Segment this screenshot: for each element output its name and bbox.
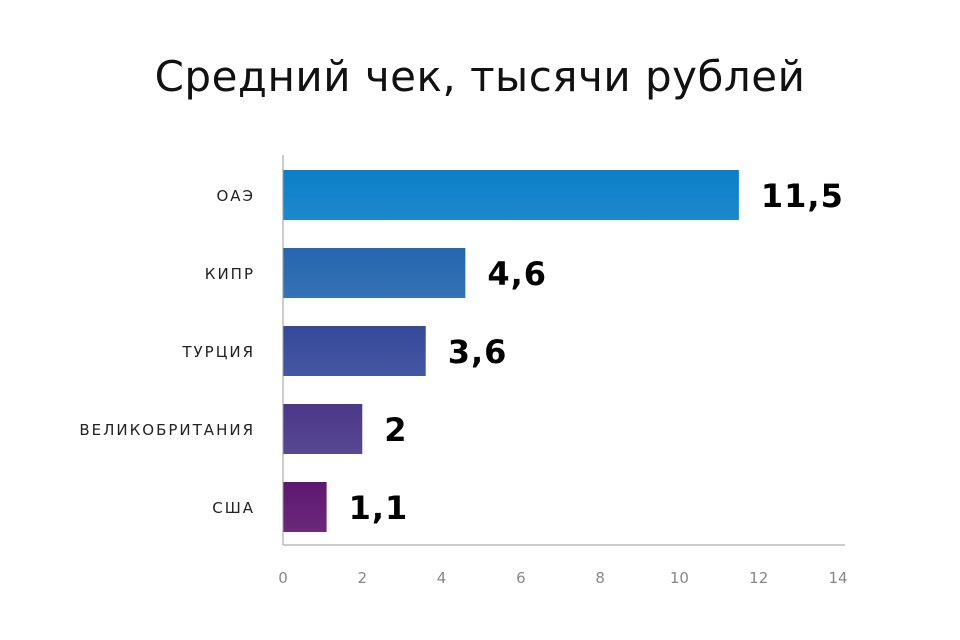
value-label: 2 [384,411,407,449]
x-tick-label: 12 [749,569,768,587]
category-label: ТУРЦИЯ [181,343,255,361]
bar-3 [283,326,426,376]
category-label: ВЕЛИКОБРИТАНИЯ [79,421,255,439]
chart-title: Средний чек, тысячи рублей [154,52,806,101]
bar-4 [283,404,363,454]
value-label: 1,1 [349,489,409,527]
x-tick-label: 4 [437,569,447,587]
x-tick-label: 2 [358,569,368,587]
category-label: КИПР [205,265,255,283]
category-label: ОАЭ [216,187,255,205]
value-label: 3,6 [448,333,508,371]
value-label: 4,6 [487,255,547,293]
x-tick-label: 8 [595,569,605,587]
x-tick-label: 14 [828,569,847,587]
bar-1 [283,170,739,220]
x-tick-label: 10 [670,569,689,587]
bar-5 [283,482,327,532]
x-tick-label: 0 [278,569,288,587]
x-tick-label: 6 [516,569,526,587]
value-label: 11,5 [761,177,844,215]
bar-2 [283,248,466,298]
category-label: США [212,499,255,517]
